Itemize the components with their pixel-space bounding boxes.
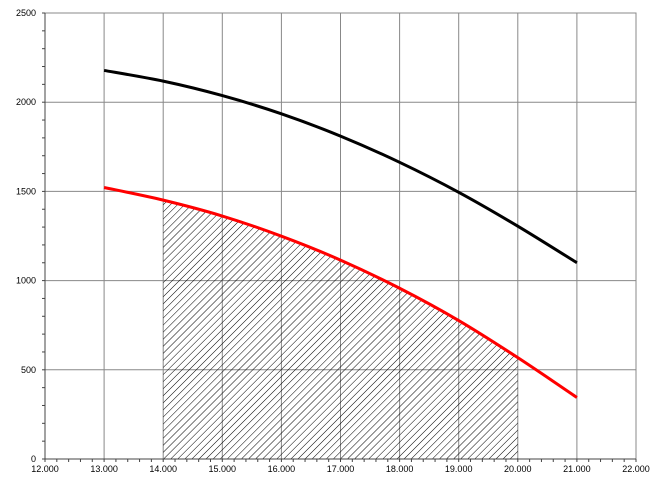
y-tick-label: 1500 xyxy=(16,186,36,196)
hatched-area xyxy=(163,200,518,459)
x-tick-label: 16.000 xyxy=(268,464,296,474)
y-tick-label: 500 xyxy=(21,365,36,375)
tick-labels: 12.000 13.000 14.000 15.000 16.000 17.000 18.0… xyxy=(16,8,650,474)
x-tick-label: 19.000 xyxy=(445,464,473,474)
x-tick-label: 21.000 xyxy=(563,464,591,474)
x-tick-label: 18.000 xyxy=(386,464,414,474)
y-tick-label: 0 xyxy=(31,454,36,464)
axes xyxy=(42,12,637,462)
series-lines xyxy=(103,68,578,399)
x-tick-label: 17.000 xyxy=(327,464,355,474)
series-line-2 xyxy=(103,186,578,399)
x-tick-label: 22.000 xyxy=(622,464,650,474)
x-tick-label: 20.000 xyxy=(504,464,532,474)
y-tick-label: 2000 xyxy=(16,97,36,107)
y-tick-label: 2500 xyxy=(16,8,36,18)
y-tick-label: 1000 xyxy=(16,276,36,286)
x-tick-label: 13.000 xyxy=(90,464,118,474)
x-tick-label: 12.000 xyxy=(31,464,59,474)
x-tick-label: 15.000 xyxy=(209,464,237,474)
series-line-1 xyxy=(103,68,578,265)
x-tick-label: 14.000 xyxy=(149,464,177,474)
shaded-area xyxy=(163,200,518,459)
